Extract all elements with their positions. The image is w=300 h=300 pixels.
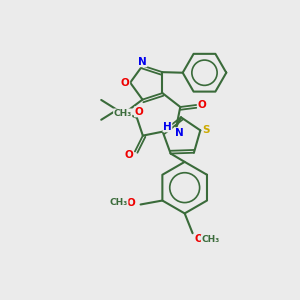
- Text: CH₃: CH₃: [114, 109, 132, 118]
- Text: CH₃: CH₃: [201, 235, 220, 244]
- Text: O: O: [126, 197, 135, 208]
- Text: O: O: [124, 150, 133, 161]
- Text: S: S: [202, 125, 210, 135]
- Text: CH₃: CH₃: [110, 198, 128, 207]
- Text: N: N: [175, 128, 184, 138]
- Text: O: O: [134, 107, 143, 117]
- Text: H: H: [163, 122, 172, 132]
- Text: N: N: [138, 57, 147, 67]
- Text: O: O: [198, 100, 206, 110]
- Text: O: O: [121, 78, 130, 88]
- Text: O: O: [194, 234, 203, 244]
